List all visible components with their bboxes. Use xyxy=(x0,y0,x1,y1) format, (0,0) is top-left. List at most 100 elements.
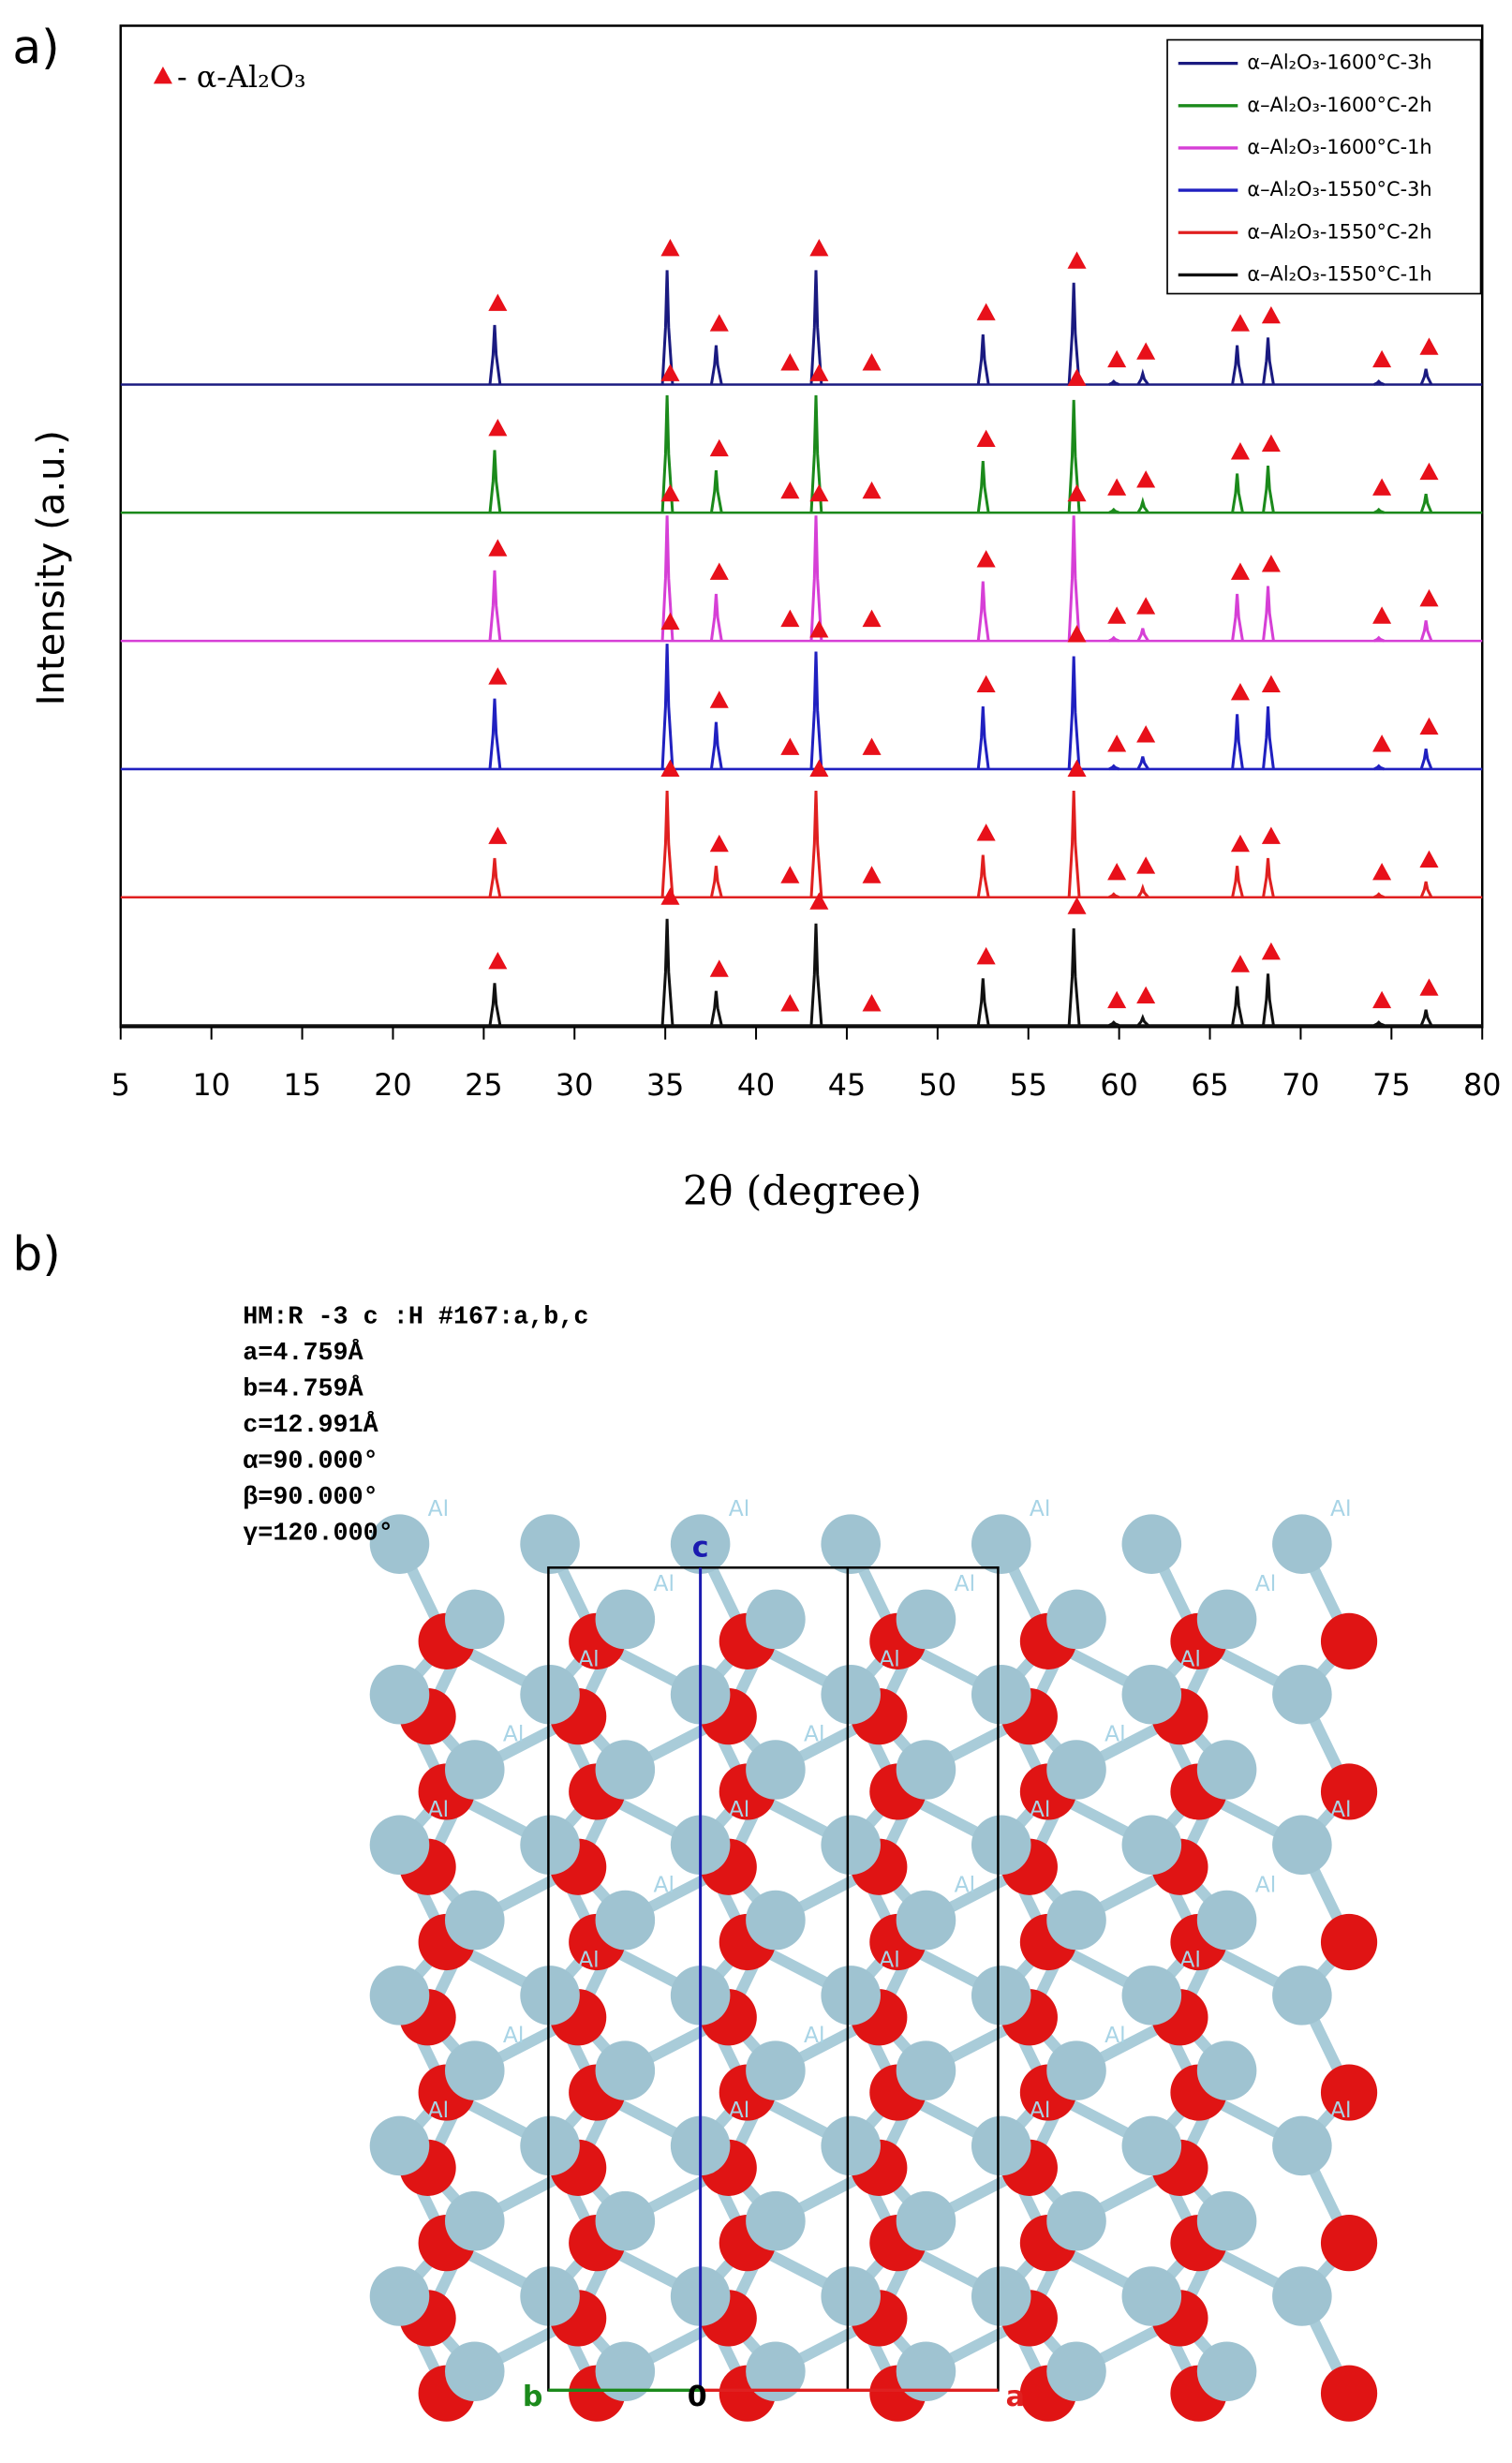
peak-marker xyxy=(780,609,800,628)
peak-marker xyxy=(1107,990,1127,1009)
peak xyxy=(1136,883,1149,898)
legend-box xyxy=(1166,38,1482,295)
peak-marker xyxy=(1230,442,1250,460)
al-atom xyxy=(445,2341,505,2402)
legend-label: α–Al₂O₃-1600°C-1h xyxy=(1247,136,1431,158)
peak-marker xyxy=(1136,986,1156,1004)
o-atom xyxy=(1320,2215,1378,2272)
peak xyxy=(660,394,674,513)
al-atom xyxy=(1121,1514,1182,1574)
al-atom xyxy=(520,2115,580,2176)
peak-marker xyxy=(862,866,882,883)
peak-marker xyxy=(862,609,882,628)
axis-label: 0 xyxy=(688,2381,707,2413)
peak-marker xyxy=(976,946,996,965)
peak-marker xyxy=(1230,955,1250,972)
al-atom xyxy=(746,2190,806,2251)
peak xyxy=(1262,337,1275,385)
peak xyxy=(1231,866,1244,898)
al-atom xyxy=(1196,1740,1257,1800)
peak xyxy=(1419,368,1433,386)
al-atom xyxy=(1196,1890,1257,1951)
peak xyxy=(1262,705,1275,770)
x-tick-label: 55 xyxy=(1010,1069,1047,1103)
atom-label: Al xyxy=(428,1495,450,1521)
peak-marker xyxy=(488,826,508,844)
peak-marker xyxy=(1136,856,1156,874)
al-atom xyxy=(1121,1966,1182,2025)
atom-label: Al xyxy=(1255,1570,1277,1596)
peak-marker xyxy=(780,994,800,1012)
legend-label: α–Al₂O₃-1550°C-3h xyxy=(1247,178,1431,200)
al-atom xyxy=(369,1514,430,1574)
peak-marker xyxy=(488,951,508,970)
peak xyxy=(1108,635,1120,643)
atom-label: Al xyxy=(729,2097,750,2123)
al-atom xyxy=(520,2266,580,2326)
peak xyxy=(709,990,723,1026)
peak-marker xyxy=(1230,834,1250,853)
peak xyxy=(660,515,674,642)
al-atom xyxy=(1121,1815,1182,1876)
peak-marker xyxy=(1107,478,1127,496)
peak-marker xyxy=(1107,734,1127,752)
peak-marker xyxy=(1136,597,1156,615)
peak xyxy=(1419,493,1433,513)
peak xyxy=(1136,1014,1149,1027)
peak xyxy=(660,790,674,898)
atom-label: Al xyxy=(503,1721,525,1747)
al-atom xyxy=(1272,2266,1332,2326)
peak-marker xyxy=(488,667,508,685)
cell-info: HM:R -3 c :H #167:a,b,c xyxy=(243,1304,588,1332)
atom-label: Al xyxy=(1030,1495,1051,1521)
al-atom xyxy=(1121,1664,1182,1725)
peak xyxy=(709,470,723,513)
peak-marker xyxy=(1419,588,1439,607)
panel-label: a) xyxy=(12,20,59,75)
peak-marker xyxy=(976,429,996,448)
al-atom xyxy=(971,1514,1031,1574)
peak xyxy=(976,461,990,513)
peak-marker xyxy=(780,737,800,755)
peak xyxy=(1067,282,1081,385)
al-atom xyxy=(896,2190,956,2251)
al-atom xyxy=(445,1890,505,1951)
peak xyxy=(1262,857,1275,898)
peak-marker xyxy=(809,620,829,638)
peak xyxy=(1262,466,1275,513)
peak-marker xyxy=(1261,826,1281,844)
al-atom xyxy=(369,1966,430,2025)
peak-marker xyxy=(1372,478,1392,496)
x-tick-label: 40 xyxy=(737,1069,775,1103)
al-atom xyxy=(445,1589,505,1650)
crystal-structure: Al Al Al Al Al Al Al Al Al Al Al Al Al Al Al Al Al Al Al Al… xyxy=(369,1495,1378,2422)
al-atom xyxy=(896,1740,956,1800)
axis-label: a xyxy=(1006,2381,1025,2413)
legend-label: α–Al₂O₃-1600°C-3h xyxy=(1247,52,1431,74)
atom-label: Al xyxy=(804,2022,825,2048)
atom-label: Al xyxy=(1104,2022,1126,2048)
peak-marker xyxy=(1230,314,1250,332)
peak-marker xyxy=(1107,606,1127,624)
al-atom xyxy=(1121,2115,1182,2176)
peak-marker xyxy=(1067,897,1087,914)
al-atom xyxy=(896,2040,956,2100)
al-atom xyxy=(369,2266,430,2326)
peak xyxy=(1108,764,1120,771)
al-atom xyxy=(1196,2190,1257,2251)
peak-marker xyxy=(709,959,729,977)
al-atom xyxy=(971,1664,1031,1725)
al-atom xyxy=(520,1966,580,2025)
al-atom xyxy=(1046,1589,1106,1650)
peak xyxy=(976,978,990,1026)
al-atom xyxy=(595,1740,656,1800)
al-atom xyxy=(1046,1890,1106,1951)
atom-label: Al xyxy=(729,1796,750,1822)
peak-marker xyxy=(1067,759,1087,777)
peak-marker xyxy=(1230,562,1250,580)
atom-label: Al xyxy=(1104,1721,1126,1747)
peak-marker xyxy=(709,314,729,332)
peak xyxy=(809,651,823,770)
peak xyxy=(1373,379,1386,386)
peak xyxy=(1373,764,1386,771)
